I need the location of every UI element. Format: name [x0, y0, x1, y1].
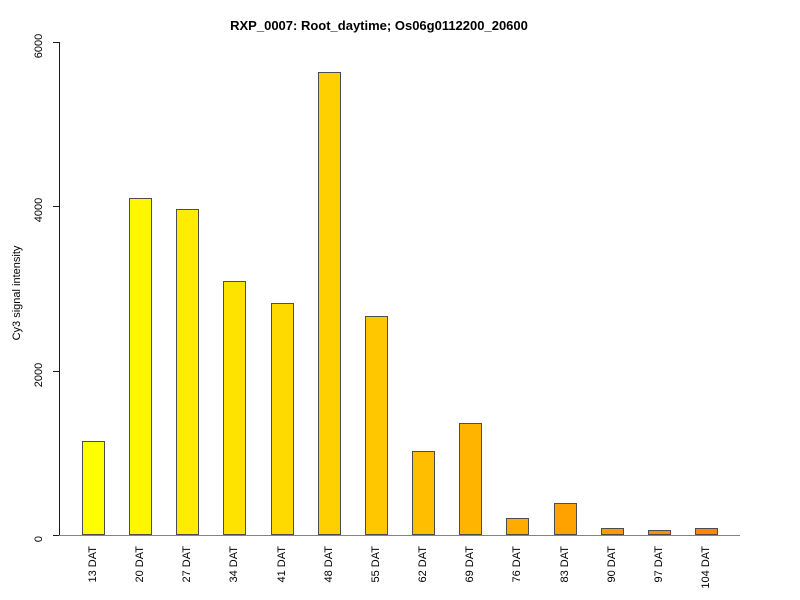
x-tick-label: 34 DAT [228, 546, 241, 583]
bar-90-dat [600, 528, 624, 535]
x-tick-label: 104 DAT [699, 546, 712, 589]
y-axis-tick [53, 370, 59, 372]
x-tick-label: 13 DAT [87, 546, 99, 583]
x-tick-label: 90 DAT [605, 546, 618, 583]
y-tick-label: 4000 [33, 198, 45, 223]
x-tick-label: 69 DAT [464, 546, 477, 583]
bar-48-dat [317, 72, 341, 535]
bar-20-dat [129, 198, 153, 535]
bar-55-dat [364, 316, 388, 535]
bar-62-dat [412, 451, 436, 535]
x-tick-label: 62 DAT [417, 546, 430, 583]
bar-97-dat [647, 530, 671, 535]
bar-27-dat [176, 209, 200, 535]
x-tick-label: 83 DAT [558, 546, 571, 583]
bar-13-dat [82, 441, 105, 535]
x-tick-label: 48 DAT [322, 546, 335, 583]
y-tick-label: 0 [33, 535, 45, 543]
bar-34-dat [223, 281, 247, 535]
bar-41-dat [270, 303, 294, 535]
bar-69-dat [459, 423, 483, 535]
x-tick-label: 41 DAT [275, 546, 288, 583]
y-axis-tick [53, 535, 59, 536]
x-tick-label: 76 DAT [511, 546, 524, 583]
x-tick-label: 55 DAT [369, 546, 382, 583]
y-axis-tick [53, 42, 59, 43]
y-axis-line [59, 42, 60, 536]
bar-83-dat [553, 503, 577, 535]
bar-104-dat [694, 528, 718, 535]
y-axis-tick [53, 206, 59, 208]
x-tick-label: 97 DAT [652, 546, 665, 583]
bar-76-dat [506, 518, 530, 535]
y-axis-label: Cy3 signal intensity [11, 245, 23, 341]
chart-title: RXP_0007: Root_daytime; Os06g0112200_206… [230, 18, 528, 33]
y-tick-label: 6000 [33, 33, 45, 59]
x-axis-line [59, 535, 740, 536]
y-tick-label: 2000 [33, 362, 45, 387]
x-tick-label: 20 DAT [134, 546, 147, 583]
x-tick-label: 27 DAT [181, 546, 194, 583]
